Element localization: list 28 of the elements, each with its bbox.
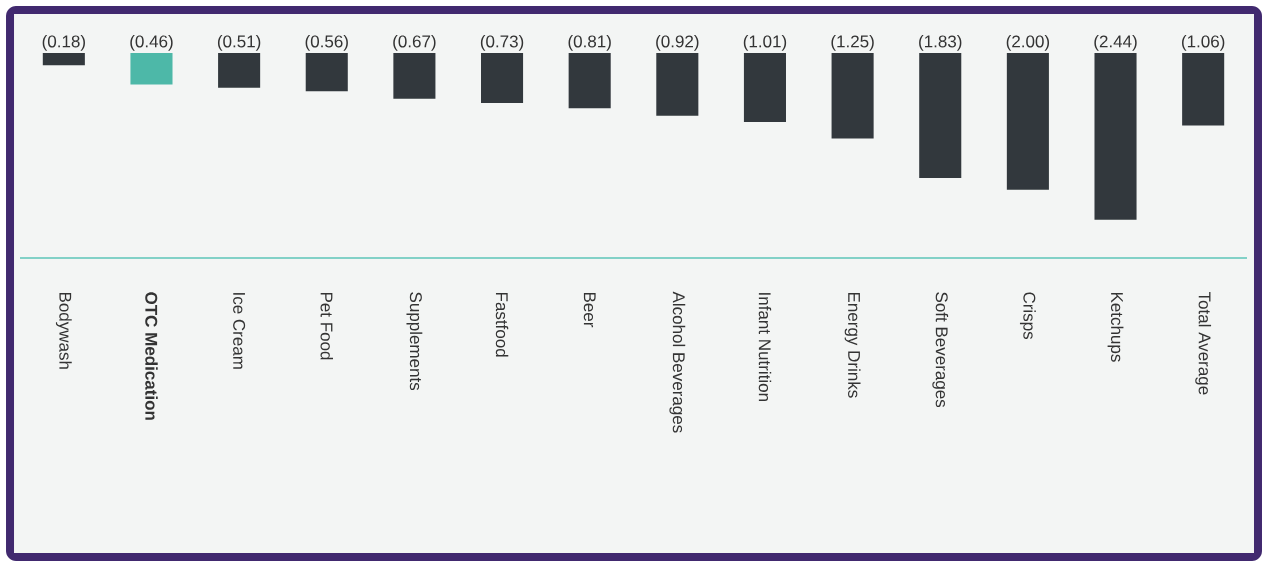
- x-tick-label: Pet Food: [320, 292, 333, 360]
- x-tick-label: Soft Beverages: [932, 292, 949, 408]
- data-label: (1.01): [743, 34, 787, 51]
- x-tick-label: Beer: [583, 292, 596, 328]
- data-label: (1.25): [831, 34, 874, 51]
- data-label: (0.73): [480, 34, 524, 51]
- data-label: (1.06): [1182, 34, 1225, 51]
- data-label: (0.92): [656, 34, 699, 51]
- x-tick-label: Energy Drinks: [844, 292, 861, 398]
- x-tick-label: Ketchups: [1107, 292, 1124, 362]
- data-label: (0.56): [305, 34, 348, 51]
- x-tick-label: Total Average: [1195, 291, 1212, 395]
- x-tick-label: Bodywash: [55, 292, 72, 369]
- x-tick-label: Ice Cream: [233, 293, 246, 369]
- data-label: (0.46): [130, 34, 173, 51]
- data-label: (0.67): [393, 34, 436, 51]
- x-tick-label: Alcohol Beverages: [669, 291, 686, 433]
- data-label: (2.00): [1006, 34, 1050, 51]
- x-tick-label: Fastfood: [495, 292, 509, 357]
- data-label: (0.51): [217, 34, 261, 51]
- x-tick-label: Infant Nutrition: [758, 293, 772, 401]
- data-label: (1.83): [919, 34, 962, 51]
- x-tick-label: OTC Medication: [145, 292, 158, 420]
- x-tick-label: Crisps: [1019, 292, 1036, 340]
- data-label: (0.81): [568, 34, 611, 51]
- data-label: (0.18): [42, 34, 85, 51]
- x-tick-label: Supplements: [406, 292, 423, 391]
- data-label: (2.44): [1094, 34, 1137, 51]
